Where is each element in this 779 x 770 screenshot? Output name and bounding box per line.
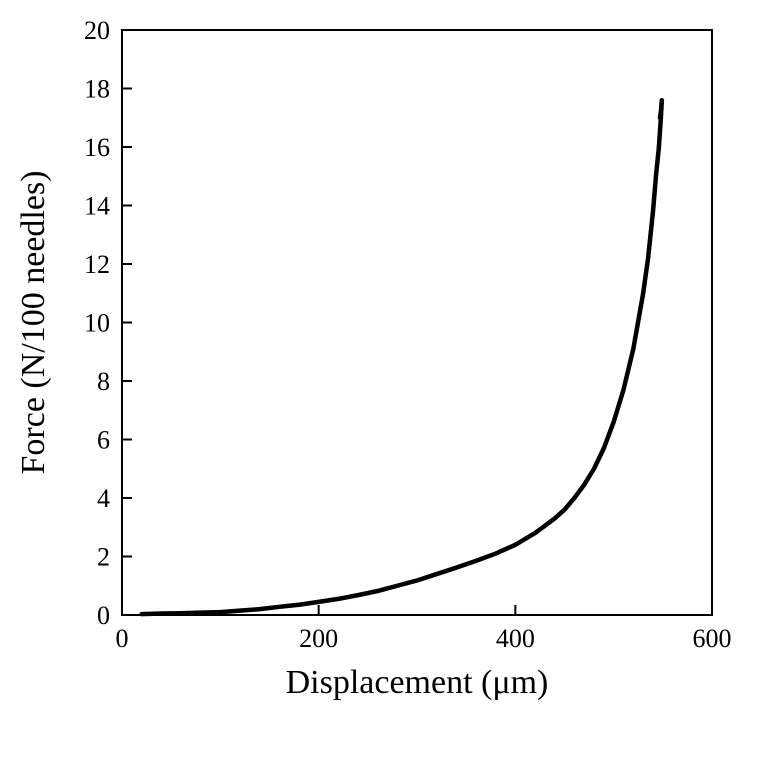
y-tick-label: 2 — [97, 543, 110, 572]
y-tick-label: 16 — [84, 133, 110, 162]
y-tick-label: 12 — [84, 250, 110, 279]
y-tick-label: 0 — [97, 601, 110, 630]
force-displacement-chart: 0 200 400 600 0 2 4 6 8 10 12 14 16 18 20 Displacement … — [0, 0, 779, 770]
y-axis-label: Force (N/100 needles) — [15, 170, 52, 474]
y-tick-label: 8 — [97, 367, 110, 396]
x-tick-label: 400 — [496, 624, 535, 653]
x-tick-label: 200 — [299, 624, 338, 653]
x-axis-label: Displacement (μm) — [286, 664, 549, 701]
y-tick-label: 4 — [97, 484, 110, 513]
y-tick-label: 20 — [84, 16, 110, 45]
chart-svg: 0 200 400 600 0 2 4 6 8 10 12 14 16 18 20 Displacement … — [0, 0, 779, 770]
y-tick-label: 10 — [84, 309, 110, 338]
x-tick-label: 0 — [116, 624, 129, 653]
x-tick-label: 600 — [693, 624, 732, 653]
y-tick-label: 14 — [84, 192, 110, 221]
y-tick-label: 6 — [97, 426, 110, 455]
y-tick-label: 18 — [84, 75, 110, 104]
